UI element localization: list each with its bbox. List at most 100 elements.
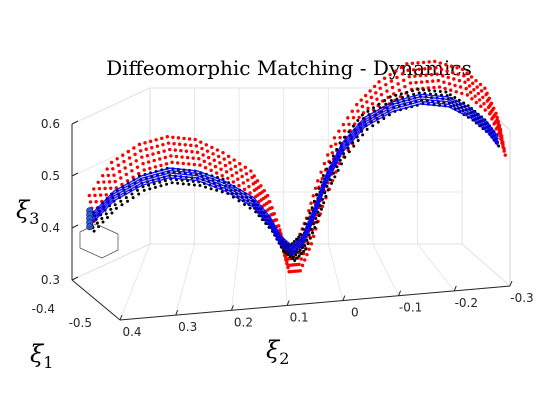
series-point [457, 78, 462, 83]
series-point [299, 257, 303, 261]
series-point [335, 147, 339, 151]
series-point [120, 203, 124, 207]
series-point [197, 157, 201, 161]
series-point [442, 80, 446, 84]
series-point [184, 149, 189, 153]
grid-lines [71, 87, 511, 321]
series-point [405, 62, 409, 66]
series-point [399, 92, 403, 96]
series-point [452, 77, 456, 81]
series-point [201, 153, 205, 157]
back-wall [149, 87, 463, 245]
series-point [122, 159, 126, 164]
series-point [356, 119, 360, 123]
series-point [319, 180, 323, 184]
series-point [407, 74, 411, 79]
series-point [410, 61, 415, 66]
series-point [475, 85, 479, 89]
series-point [394, 93, 398, 97]
series-point [315, 193, 319, 197]
series-point [165, 182, 169, 186]
series-point [395, 75, 399, 80]
series-point [290, 257, 294, 261]
series-point [215, 148, 220, 152]
series-point [453, 83, 457, 88]
series-point [127, 156, 132, 160]
series-point [308, 211, 312, 215]
x-axis-label: ξ1 [30, 340, 53, 372]
series-point [295, 256, 299, 260]
series-point [428, 66, 433, 71]
series-point [250, 175, 254, 180]
series-point [370, 102, 375, 106]
series-point [326, 188, 330, 192]
series-point [351, 115, 356, 120]
series-point [113, 203, 117, 207]
series-point [159, 184, 163, 188]
z-tick-mark [71, 276, 79, 281]
series-point [311, 234, 316, 239]
series-point [378, 86, 382, 90]
series-point [132, 146, 136, 150]
series-point [460, 91, 464, 96]
start-box [79, 223, 119, 259]
series-point [437, 85, 442, 89]
series-point [170, 181, 174, 185]
series-point [297, 262, 301, 267]
series-point [211, 152, 215, 156]
series-point [168, 147, 172, 152]
series-point [226, 176, 230, 180]
series-point [427, 88, 431, 92]
series-point [198, 184, 202, 188]
series-point [220, 173, 224, 178]
series-point [177, 142, 182, 146]
series-point [361, 133, 365, 137]
series-point [388, 72, 392, 77]
series-point [465, 93, 470, 97]
series-point [432, 85, 436, 90]
series-point [448, 88, 453, 92]
series-point [159, 163, 163, 168]
axis-lines [71, 124, 511, 321]
series-point [483, 108, 487, 112]
grid-line-y-floor [372, 243, 399, 296]
series-point [124, 196, 128, 200]
series-point [377, 80, 381, 84]
series-point [371, 106, 375, 110]
series-point [444, 62, 448, 67]
series-point [148, 166, 152, 171]
series-point [207, 155, 211, 160]
series-point [371, 124, 375, 128]
series-point [233, 164, 238, 169]
series-point [474, 79, 478, 83]
series-point [469, 75, 474, 79]
series-point [119, 176, 123, 180]
series-point [213, 164, 218, 169]
series-point [476, 91, 481, 96]
series-point [98, 193, 103, 197]
y-tick-mark [286, 300, 290, 306]
series-point [403, 84, 407, 89]
series-point [243, 203, 247, 207]
series-point [313, 226, 317, 230]
series-point [109, 186, 113, 190]
series-point [338, 141, 342, 145]
series-point [296, 250, 300, 254]
series-point [92, 187, 96, 191]
series-point [176, 136, 181, 140]
series-point [439, 67, 444, 72]
series-point [458, 85, 463, 89]
series-point [216, 154, 221, 159]
series-point [423, 67, 427, 71]
series-point [382, 76, 387, 80]
series-point [137, 142, 142, 147]
series-point [433, 59, 437, 64]
series-point [231, 180, 236, 184]
series-point [376, 120, 380, 124]
series-point [170, 160, 174, 165]
series-point [148, 187, 152, 191]
series-point [338, 135, 342, 140]
series-point [446, 75, 450, 80]
series-point [189, 143, 193, 148]
series-point [126, 149, 131, 154]
